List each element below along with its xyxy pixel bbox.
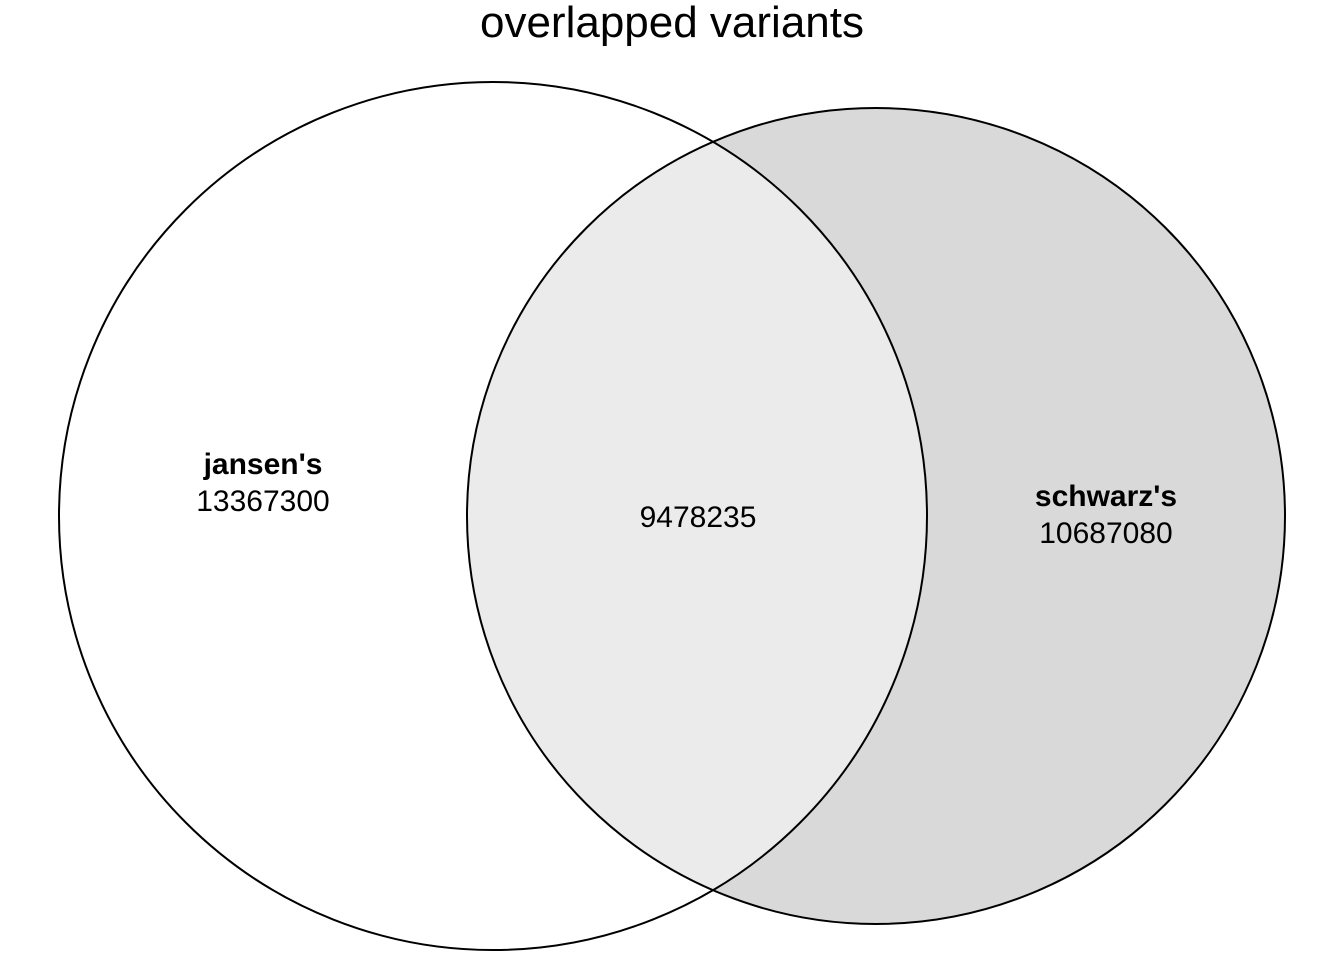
set-b-outline [466,107,1286,925]
set-b-only-count: 10687080 [1039,517,1172,550]
set-b-name: schwarz's [1035,480,1177,513]
intersection-count: 9478235 [640,501,757,534]
intersection-region [467,108,927,924]
set-a-name: jansen's [203,448,323,481]
set-a-only-count: 13367300 [196,485,329,518]
diagram-title: overlapped variants [480,0,864,47]
set-a-outline [58,81,928,951]
